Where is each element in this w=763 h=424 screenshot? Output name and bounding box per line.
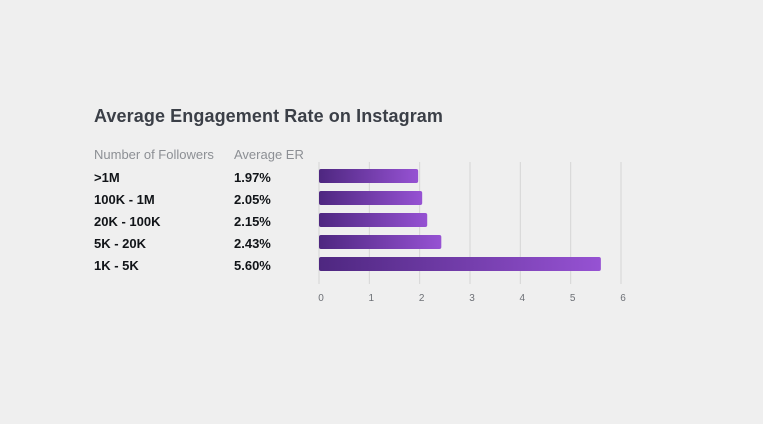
category-label: 100K - 1M — [94, 192, 155, 207]
bar-3 — [319, 235, 442, 249]
er-value-label: 5.60% — [234, 258, 271, 273]
x-tick-label: 1 — [369, 293, 375, 304]
er-value-label: 2.05% — [234, 192, 271, 207]
x-tick-label: 2 — [419, 293, 425, 304]
x-tick-label: 4 — [520, 293, 526, 304]
bar-1 — [319, 191, 423, 205]
bars — [319, 169, 601, 271]
x-tick-label: 6 — [620, 293, 626, 304]
x-axis-ticks: 0 1 2 3 4 5 6 — [318, 293, 626, 304]
category-label: 1K - 5K — [94, 258, 139, 273]
er-value-label: 2.15% — [234, 214, 271, 229]
category-label: >1M — [94, 170, 120, 185]
category-label: 5K - 20K — [94, 236, 147, 251]
er-value-label: 1.97% — [234, 170, 271, 185]
category-label: 20K - 100K — [94, 214, 161, 229]
followers-column-header: Number of Followers — [94, 147, 214, 162]
x-tick-label: 0 — [318, 293, 324, 304]
bar-0 — [319, 169, 419, 183]
er-value-label: 2.43% — [234, 236, 271, 251]
bar-4 — [319, 257, 601, 271]
er-column-header: Average ER — [234, 147, 304, 162]
x-tick-label: 3 — [469, 293, 475, 304]
x-tick-label: 5 — [570, 293, 576, 304]
chart-title: Average Engagement Rate on Instagram — [94, 106, 444, 126]
bar-2 — [319, 213, 428, 227]
